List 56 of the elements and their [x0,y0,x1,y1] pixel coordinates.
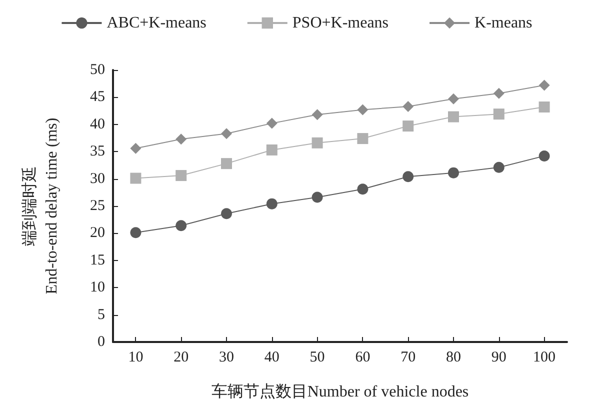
point [176,170,187,182]
point [130,172,142,184]
y-tick-label: 45 [90,89,105,106]
point [312,192,323,203]
y-tick-label: 0 [98,334,105,350]
x-tick-label: 70 [400,350,416,366]
x-tick-label: 90 [491,350,506,366]
legend-label: ABC+K-means [106,14,206,32]
point [538,101,550,112]
point [176,220,187,232]
point [448,167,459,178]
x-axis-title: 车辆节点数目Number of vehicle nodes [211,382,469,400]
legend-label: PSO+K-means [292,14,389,32]
point [493,108,504,120]
point [402,171,414,182]
y-tick-label: 10 [90,280,105,296]
point [221,158,232,170]
y-axis-title: 端到端时延 End-to-end delay time (ms) [20,118,60,294]
y-tick-label: 50 [90,62,105,78]
point [312,109,323,120]
point [538,150,550,162]
y-tick-label: 20 [90,225,105,242]
point [312,137,323,148]
point [130,227,142,238]
point [448,111,459,122]
y-tick-label: 35 [90,144,105,160]
y-tick-label: 30 [90,170,105,187]
x-tick-label: 10 [128,350,144,366]
x-tick-label: 60 [355,350,370,366]
point [493,88,504,99]
x-tick-label: 40 [264,350,280,366]
y-tick-label: 15 [90,252,105,268]
point [176,134,187,145]
x-tick-label: 50 [310,350,325,366]
x-tick-label: 20 [174,350,189,366]
y-tick-label: 25 [90,198,105,214]
point [357,184,368,195]
point [266,144,278,156]
x-tick-label: 30 [219,350,234,366]
point [357,104,368,116]
point [402,120,414,132]
point [402,100,414,112]
point [266,118,278,129]
point [221,208,232,220]
point [357,133,368,144]
y-tick-label: 5 [98,306,105,323]
legend-label: K-means [474,14,532,32]
point [538,80,550,91]
point [448,93,459,104]
x-tick-label: 100 [533,350,556,366]
point [130,142,142,154]
point [493,162,504,173]
x-tick-label: 80 [446,350,461,366]
y-tick-label: 40 [90,116,105,132]
point [266,198,278,210]
point [221,128,232,140]
